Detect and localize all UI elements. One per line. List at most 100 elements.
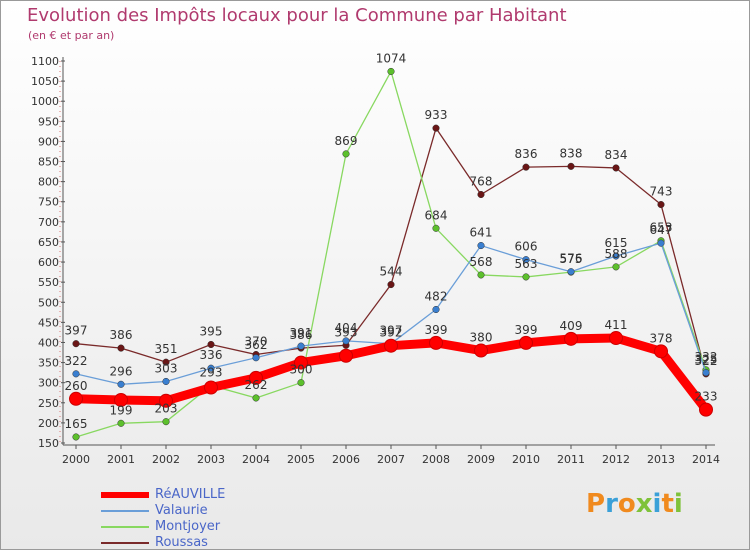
data-label: 393 (335, 325, 358, 339)
data-label: 332 (695, 350, 718, 364)
x-tick-label: 2011 (557, 453, 585, 466)
data-label: 544 (380, 265, 403, 279)
data-point (564, 331, 578, 346)
x-tick-label: 2002 (152, 453, 180, 466)
logo-letter: r (605, 489, 618, 519)
data-point (294, 355, 308, 370)
data-label: 386 (290, 328, 313, 342)
data-point (162, 358, 170, 366)
chart-subtitle: (en € et par an) (28, 29, 115, 42)
x-tick-label: 2000 (62, 453, 90, 466)
data-point (207, 340, 215, 349)
legend-swatch (101, 510, 149, 512)
data-label: 336 (200, 348, 223, 362)
data-point (297, 342, 305, 350)
x-tick-label: 2008 (422, 453, 450, 466)
y-tick-label: 450 (38, 316, 59, 329)
data-label: 653 (650, 221, 673, 235)
y-tick-label: 150 (38, 437, 59, 450)
data-label: 647 (650, 223, 673, 237)
data-point (612, 164, 620, 172)
data-point (477, 190, 485, 199)
x-tick-label: 2006 (332, 453, 360, 466)
logo-letter: P (586, 489, 606, 519)
data-label: 838 (560, 146, 583, 160)
y-tick-label: 900 (38, 135, 59, 148)
y-tick-label: 1100 (31, 55, 59, 68)
data-point (702, 369, 710, 377)
proxiti-logo: Proxiti (586, 489, 683, 519)
data-point (339, 348, 353, 363)
data-point (567, 162, 575, 170)
y-tick-label: 750 (38, 196, 59, 209)
legend-swatch (101, 492, 149, 498)
data-point (72, 370, 80, 378)
y-tick-label: 1050 (31, 75, 59, 88)
x-tick-label: 2001 (107, 453, 135, 466)
data-label: 392 (380, 326, 403, 340)
legend-swatch (101, 542, 149, 544)
data-label: 684 (425, 208, 448, 222)
data-point (654, 344, 668, 359)
logo-letter: o (617, 489, 636, 519)
data-label: 296 (110, 364, 133, 378)
data-label: 165 (65, 417, 88, 431)
data-label: 576 (560, 252, 583, 266)
data-point (297, 379, 305, 387)
x-tick-label: 2004 (242, 453, 270, 466)
data-label: 370 (245, 335, 268, 349)
legend-label: Montjoyer (155, 519, 221, 534)
x-tick-label: 2007 (377, 453, 405, 466)
data-label: 588 (605, 247, 628, 261)
data-point (477, 271, 485, 279)
data-label: 397 (380, 324, 403, 338)
data-point (432, 124, 440, 132)
data-point (342, 337, 350, 345)
data-label: 260 (65, 379, 88, 393)
data-label: 362 (245, 338, 268, 352)
data-point (522, 273, 530, 281)
data-point (609, 331, 623, 346)
data-label: 615 (605, 236, 628, 250)
data-point (162, 418, 170, 426)
data-point (657, 201, 665, 209)
data-label: 325 (695, 353, 718, 367)
data-label: 233 (695, 390, 718, 404)
data-point (117, 419, 125, 427)
data-point (522, 256, 530, 264)
x-tick-label: 2012 (602, 453, 630, 466)
data-label: 641 (470, 226, 493, 240)
data-label: 568 (470, 255, 493, 269)
data-point (207, 364, 215, 372)
data-label: 391 (290, 326, 313, 340)
y-tick-label: 950 (38, 115, 59, 128)
data-label: 409 (560, 319, 583, 333)
data-label: 262 (245, 378, 268, 392)
data-label: 300 (290, 363, 313, 377)
data-label: 399 (425, 323, 448, 337)
data-label: 351 (155, 342, 178, 356)
y-tick-label: 600 (38, 256, 59, 269)
data-point (249, 370, 263, 385)
y-tick-label: 500 (38, 296, 59, 309)
data-point (69, 391, 83, 406)
legend-label: Roussas (155, 535, 208, 550)
data-label: 399 (515, 323, 538, 337)
y-tick-label: 700 (38, 216, 59, 229)
data-label: 869 (335, 134, 358, 148)
y-tick-label: 400 (38, 336, 59, 349)
data-point (432, 224, 440, 232)
logo-letter: i (673, 489, 683, 519)
data-label: 1074 (376, 51, 407, 65)
y-tick-label: 200 (38, 417, 59, 430)
x-tick-label: 2010 (512, 453, 540, 466)
data-point (252, 394, 260, 402)
x-tick-label: 2014 (692, 453, 720, 466)
data-label: 322 (695, 354, 718, 368)
data-point (519, 335, 533, 350)
data-label: 397 (65, 324, 88, 338)
data-point (159, 393, 173, 408)
y-tick-label: 300 (38, 377, 59, 390)
data-point (612, 252, 620, 260)
